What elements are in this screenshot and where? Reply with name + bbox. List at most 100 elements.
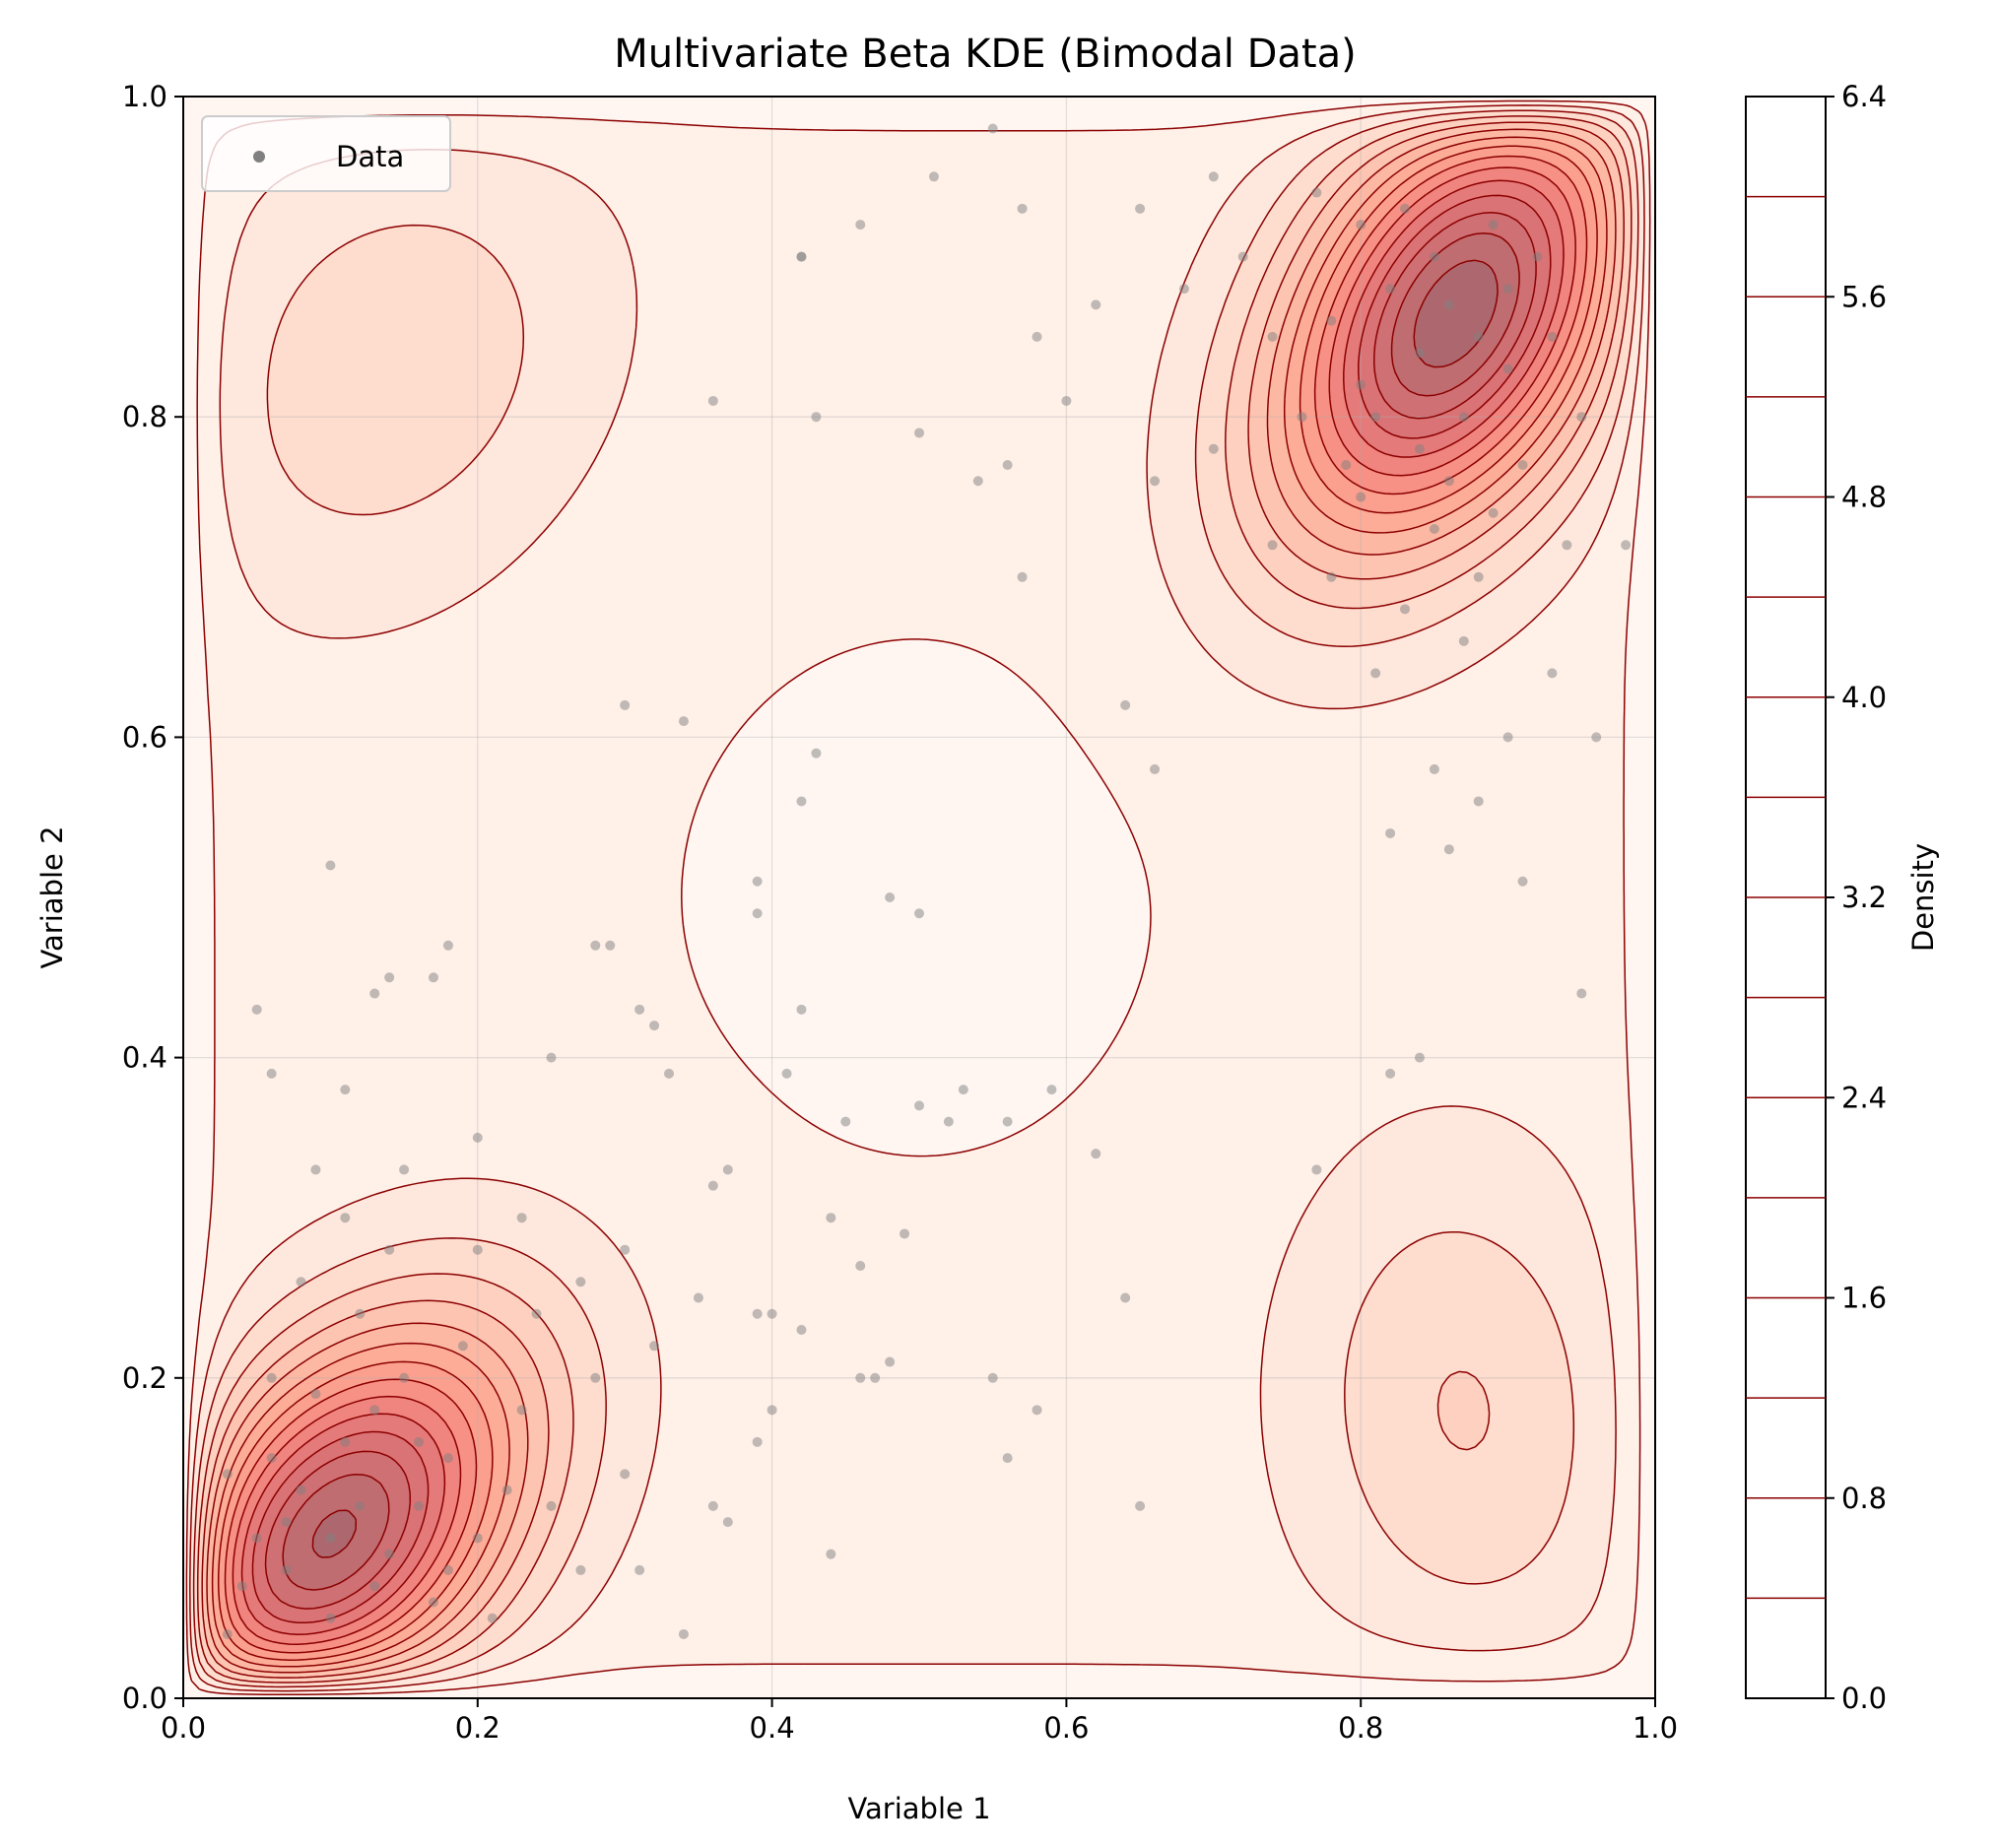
data-point [442,940,453,951]
data-point [914,428,924,438]
data-point [1237,251,1248,262]
data-point [958,1085,968,1095]
data-point [546,1052,557,1063]
data-point [1591,732,1602,743]
data-point [1517,459,1528,470]
data-point [914,908,924,919]
data-point [325,1613,336,1623]
data-point [707,1180,718,1191]
data-point [1150,763,1161,774]
data-points [222,123,1632,1639]
contour-level-6.0 [311,259,1499,1558]
data-point [1400,203,1411,214]
data-point [384,1244,395,1255]
data-point [1385,827,1396,838]
x-tick-label: 0.8 [1338,1711,1383,1745]
x-axis-label: Variable 1 [847,1792,990,1825]
data-point [457,1341,468,1352]
data-point [1458,412,1469,423]
data-point [943,1116,954,1127]
data-point [472,1132,483,1143]
y-tick-label: 0.0 [122,1682,167,1715]
data-point [266,1372,277,1383]
data-point [531,1308,542,1319]
data-point [1178,284,1189,295]
data-point [722,1517,733,1528]
data-point [987,1372,998,1383]
data-point [1532,251,1543,262]
data-point [575,1277,586,1287]
colorbar-tick-label: 6.4 [1841,80,1887,113]
data-point [222,1469,233,1480]
data-point [1017,203,1028,214]
data-point [1208,171,1219,182]
data-point [1400,604,1411,615]
contour-level-1.2 [192,109,1639,1688]
data-point [1326,315,1337,326]
contour-level-4.0 [232,166,1576,1645]
contour-level-3.6 [224,155,1588,1654]
x-axis-ticks: 0.0 0.2 0.4 0.6 0.8 1.0 [161,1698,1678,1745]
data-point [1091,299,1101,310]
data-point [516,1213,527,1223]
data-point [1267,540,1278,551]
data-point [1370,668,1381,679]
data-point [796,796,807,807]
data-point [472,1533,483,1544]
data-point [752,1308,763,1319]
data-point [575,1564,586,1575]
data-point [310,1389,321,1400]
data-point [826,1213,836,1223]
data-point [914,1100,924,1111]
y-axis-label: Variable 2 [35,825,69,968]
data-point [1091,1149,1101,1159]
density-fill [183,97,1655,1698]
contour-level-3.2 [217,145,1598,1661]
data-point [325,860,336,871]
data-point [885,892,896,902]
data-point [355,1500,366,1511]
data-point [855,1372,866,1383]
data-point [840,1116,851,1127]
data-point [1370,412,1381,423]
gridlines [183,97,1655,1698]
data-point [325,1533,336,1544]
y-tick-label: 0.2 [122,1361,167,1395]
data-point [1414,348,1425,359]
data-point [281,1517,292,1528]
data-point [1443,844,1454,855]
data-point [1547,331,1558,342]
colorbar-tick-label: 2.4 [1841,1081,1887,1114]
data-point [1002,1453,1013,1464]
data-point [707,395,718,406]
data-point [1562,540,1572,551]
data-point [1120,699,1131,710]
data-point [855,1260,866,1271]
data-point [1502,284,1513,295]
data-point [1443,299,1454,310]
colorbar-tick-label: 0.8 [1841,1482,1887,1515]
data-point [811,412,822,423]
data-point [1414,1052,1425,1063]
data-point [384,972,395,983]
data-point [1267,331,1278,342]
data-point [722,1164,733,1175]
y-tick-label: 1.0 [122,80,167,113]
colorbar-tick-label: 5.6 [1841,280,1887,313]
data-point [590,940,601,951]
data-point [1002,1116,1013,1127]
data-point [1135,1500,1146,1511]
data-point [414,1436,425,1447]
data-point [281,1564,292,1575]
data-point [693,1292,703,1303]
contour-level-4.4 [240,179,1565,1635]
data-point [1356,379,1367,390]
contour-level-0.4 [185,99,1651,1696]
data-point [1429,524,1439,535]
data-point [752,876,763,887]
data-point [399,1372,410,1383]
data-point [767,1308,777,1319]
data-point [414,1500,425,1511]
colorbar-tick-label: 0.0 [1841,1682,1887,1715]
data-point [649,1021,660,1031]
